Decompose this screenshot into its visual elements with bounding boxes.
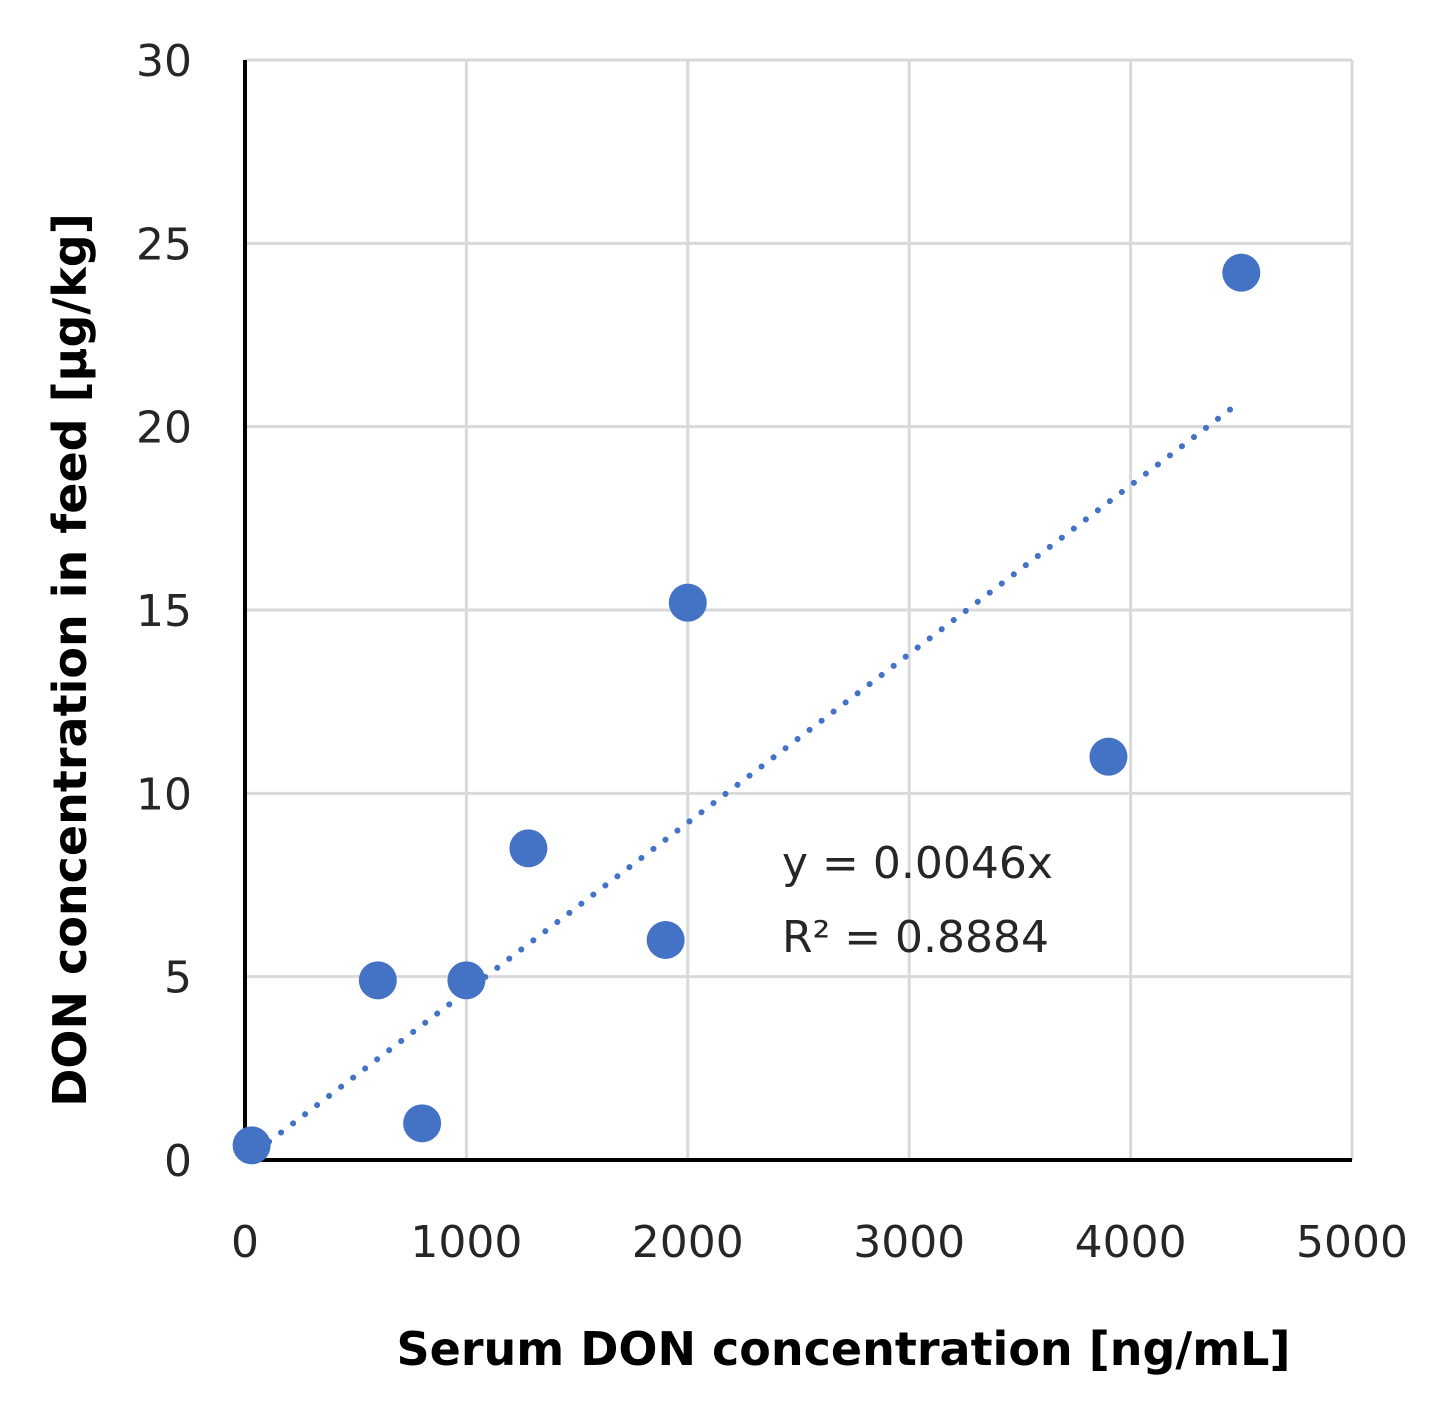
data-point bbox=[509, 829, 548, 868]
data-point bbox=[646, 921, 685, 959]
axes bbox=[243, 60, 1352, 1162]
x-tick-label: 2000 bbox=[632, 1217, 744, 1268]
data-point bbox=[668, 583, 707, 622]
data-point bbox=[403, 1104, 442, 1143]
y-tick-label: 0 bbox=[164, 1136, 192, 1187]
y-tick-label: 20 bbox=[136, 403, 192, 454]
x-tick-label: 4000 bbox=[1075, 1217, 1187, 1268]
y-tick-label: 15 bbox=[136, 586, 192, 637]
y-axis-title: DON concentration in feed [µg/kg] bbox=[43, 213, 97, 1107]
tick-labels: 0 1000 2000 3000 4000 5000 0 5 10 15 20 25 30 bbox=[136, 36, 1408, 1268]
trendline-line bbox=[242, 398, 1245, 1163]
trendline bbox=[242, 398, 1245, 1163]
gridlines bbox=[245, 58, 1354, 1160]
y-tick-label: 5 bbox=[164, 953, 192, 1004]
x-tick-label: 0 bbox=[231, 1217, 259, 1268]
data-point bbox=[358, 961, 397, 1000]
y-tick-label: 10 bbox=[136, 769, 192, 820]
data-point bbox=[447, 961, 486, 1000]
data-point bbox=[232, 1126, 271, 1165]
x-axis-title: Serum DON concentration [ng/mL] bbox=[397, 1322, 1291, 1376]
trendline-equation: y = 0.0046x bbox=[782, 838, 1053, 889]
x-tick-label: 5000 bbox=[1296, 1217, 1408, 1268]
y-tick-label: 30 bbox=[136, 36, 192, 87]
data-point bbox=[1222, 253, 1261, 292]
x-tick-label: 1000 bbox=[410, 1217, 522, 1268]
x-tick-label: 3000 bbox=[853, 1217, 965, 1268]
y-tick-label: 25 bbox=[136, 219, 192, 270]
data-points bbox=[232, 253, 1261, 1165]
r-squared-label: R² = 0.8884 bbox=[782, 912, 1049, 963]
data-point bbox=[1089, 737, 1128, 776]
